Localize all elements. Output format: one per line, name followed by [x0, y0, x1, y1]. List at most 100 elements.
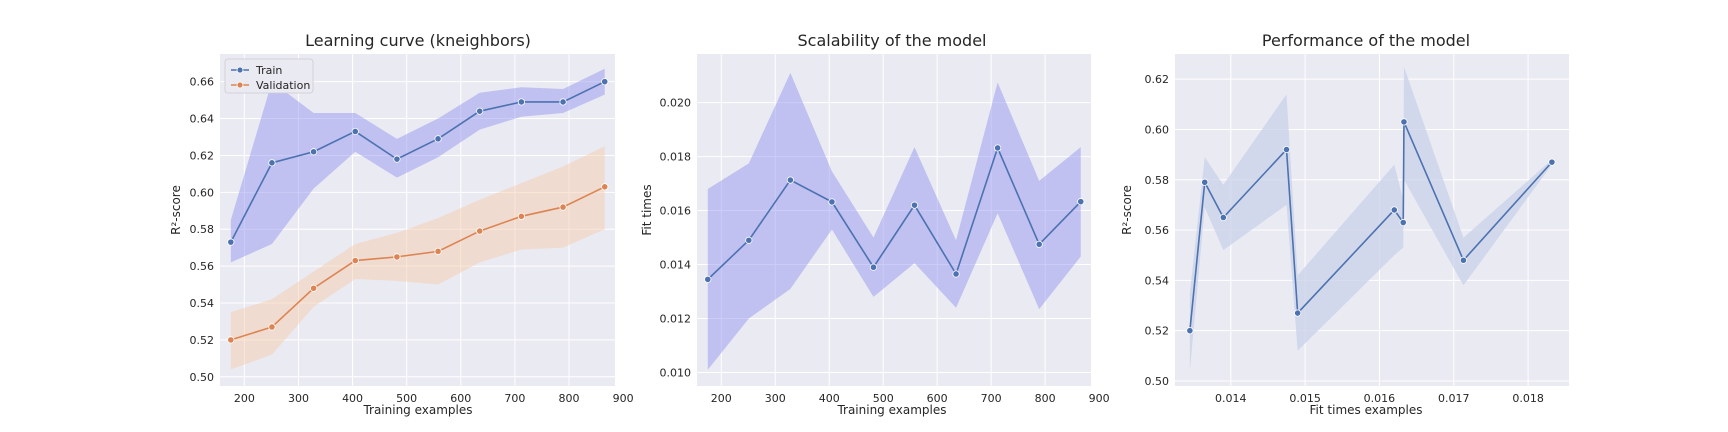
learning-validation-point	[517, 212, 525, 220]
performance-series-0-point	[1186, 327, 1194, 335]
performance-series-0-point	[1219, 213, 1227, 222]
learning-legend-label: Validation	[256, 79, 310, 92]
learning-train-point	[227, 238, 235, 246]
learning-validation-point	[601, 183, 609, 191]
scalability-series-0-point	[994, 144, 1002, 152]
learning-validation-band	[230, 146, 605, 370]
performance-series-0-point	[1282, 145, 1291, 154]
scalability-x-tick-label: 300	[765, 392, 786, 405]
learning-validation-point	[310, 284, 318, 292]
scalability-x-tick-label: 800	[1035, 392, 1056, 405]
scalability-y-tick-label: 0.020	[660, 97, 692, 110]
learning-x-tick-label: 500	[396, 392, 417, 405]
scalability-series-0-band	[707, 72, 1081, 370]
learning-y-tick-label: 0.64	[190, 113, 215, 126]
performance-y-tick-label: 0.62	[1145, 73, 1170, 86]
performance-series-0-point	[1390, 206, 1398, 214]
performance-series-0-point	[1201, 178, 1209, 186]
scalability-x-tick-label: 600	[927, 392, 948, 405]
performance-xlabel: Fit times examples	[1310, 403, 1423, 417]
learning-x-tick-label: 200	[234, 392, 255, 405]
learning-curve-xlabel: Training examples	[362, 403, 472, 417]
performance-series-0-line	[1189, 121, 1553, 331]
scalability-series-0-point	[704, 275, 712, 283]
learning-x-tick-label: 400	[342, 392, 363, 405]
scalability-series-0-point	[869, 263, 878, 271]
learning-x-tick-label: 300	[288, 392, 309, 405]
performance-y-tick-label: 0.52	[1145, 325, 1170, 338]
learning-train-point	[601, 78, 609, 86]
performance-y-tick-label: 0.60	[1145, 123, 1170, 136]
scalability-y-tick-label: 0.010	[660, 367, 692, 380]
scalability-x-tick-label: 900	[1089, 392, 1110, 405]
performance-x-tick-label: 0.017	[1438, 392, 1470, 405]
learning-legend-label: Train	[255, 64, 282, 77]
learning-train-point	[268, 159, 276, 167]
performance-x-tick-label: 0.016	[1364, 392, 1396, 405]
performance-series-0-point	[1399, 218, 1407, 227]
scalability-series-0-point	[952, 270, 960, 278]
learning-validation-point	[476, 227, 484, 235]
performance-x-tick-label: 0.015	[1289, 392, 1321, 405]
learning-train-point	[476, 107, 484, 115]
performance-ylabel: R²-score	[1120, 185, 1134, 235]
performance-plot-area	[1175, 54, 1569, 386]
learning-validation-point	[393, 253, 401, 261]
scalability-plot-area	[697, 54, 1091, 386]
learning-curve-chart: Learning curve (kneighbors) Training exa…	[169, 31, 634, 417]
learning-y-tick-label: 0.66	[190, 76, 215, 89]
performance-x-tick-label: 0.018	[1512, 392, 1544, 405]
learning-x-tick-label: 700	[504, 392, 525, 405]
learning-validation-point	[434, 247, 442, 255]
learning-legend-swatch-marker	[236, 66, 244, 74]
learning-validation-point	[268, 323, 276, 331]
learning-y-tick-label: 0.58	[190, 223, 215, 236]
learning-x-tick-label: 900	[613, 392, 634, 405]
scalability-title: Scalability of the model	[798, 31, 987, 50]
performance-y-tick-label: 0.50	[1145, 375, 1170, 388]
performance-chart: Performance of the model Fit times examp…	[1120, 31, 1569, 417]
performance-series-0-point	[1548, 158, 1556, 166]
learning-train-point	[517, 98, 525, 106]
scalability-y-tick-label: 0.012	[660, 313, 692, 326]
scalability-series-0-point	[910, 201, 919, 209]
scalability-series-0-point	[828, 198, 836, 206]
performance-y-tick-label: 0.58	[1145, 174, 1170, 187]
learning-plot-area	[220, 54, 615, 386]
learning-y-tick-label: 0.50	[190, 371, 215, 384]
performance-series-0-point	[1459, 256, 1468, 264]
learning-train-point	[434, 135, 442, 143]
learning-curve-title: Learning curve (kneighbors)	[305, 31, 531, 50]
performance-series-0-band	[1189, 66, 1552, 371]
learning-train-point	[393, 155, 401, 163]
scalability-series-0-line	[707, 145, 1082, 280]
scalability-x-tick-label: 700	[981, 392, 1002, 405]
scalability-y-tick-label: 0.016	[660, 205, 692, 218]
scalability-ylabel: Fit times	[640, 184, 654, 235]
performance-series-0-point	[1294, 309, 1302, 317]
learning-x-tick-label: 800	[559, 392, 580, 405]
scalability-series-0-point	[786, 176, 794, 184]
learning-validation-point	[351, 256, 359, 265]
scalability-xlabel: Training examples	[836, 403, 946, 417]
performance-title: Performance of the model	[1262, 31, 1470, 50]
learning-legend: Train Validation	[224, 58, 314, 94]
learning-y-tick-label: 0.54	[190, 297, 215, 310]
scalability-chart: Scalability of the model Training exampl…	[640, 31, 1110, 417]
learning-validation-point	[227, 336, 235, 344]
scalability-x-tick-label: 400	[819, 392, 840, 405]
scalability-y-tick-label: 0.014	[660, 259, 692, 272]
learning-validation-point	[559, 203, 567, 211]
learning-train-point	[351, 127, 359, 136]
learning-legend-swatch-marker	[236, 81, 244, 89]
performance-y-tick-label: 0.56	[1145, 224, 1170, 237]
learning-train-line	[230, 80, 606, 243]
scalability-series-0-point	[1077, 198, 1085, 206]
learning-curve-ylabel: R²-score	[169, 185, 183, 235]
learning-train-band	[230, 68, 605, 263]
scalability-y-tick-label: 0.018	[660, 151, 692, 164]
scalability-x-tick-label: 200	[711, 392, 732, 405]
learning-train-point	[559, 98, 567, 106]
learning-y-tick-label: 0.52	[190, 334, 215, 347]
